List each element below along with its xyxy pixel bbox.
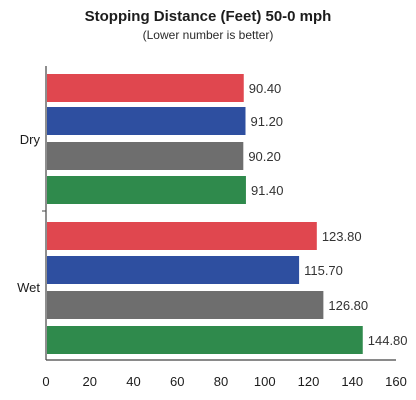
value-label: 90.20: [248, 149, 281, 164]
x-tick-label: 160: [385, 374, 407, 389]
x-tick-label: 60: [170, 374, 184, 389]
bar-dry-2: [47, 142, 244, 170]
value-label: 123.80: [322, 229, 362, 244]
x-tick-label: 80: [214, 374, 228, 389]
x-tick-label: 140: [341, 374, 363, 389]
category-label-dry: Dry: [20, 132, 41, 147]
bar-dry-0: [47, 74, 244, 102]
value-label: 144.80: [368, 333, 408, 348]
x-tick-label: 40: [126, 374, 140, 389]
value-label: 126.80: [328, 298, 368, 313]
value-label: 91.20: [251, 114, 284, 129]
x-tick-label: 120: [298, 374, 320, 389]
chart-title: Stopping Distance (Feet) 50-0 mph: [84, 8, 332, 25]
chart-subtitle: (Lower number is better): [142, 28, 274, 42]
bar-dry-3: [47, 176, 246, 204]
bar-wet-7: [47, 326, 363, 354]
category-labels: Dry Wet: [17, 132, 40, 295]
x-axis-ticks: 0 20 40 60 80 100 120 140 160: [42, 374, 406, 389]
x-tick-label: 0: [42, 374, 49, 389]
category-label-wet: Wet: [17, 280, 40, 295]
value-labels: 90.40 91.20 90.20 91.40 123.80 115.70 126.80 14…: [248, 81, 407, 348]
x-tick-label: 20: [83, 374, 97, 389]
value-label: 90.40: [249, 81, 282, 96]
bar-wet-4: [47, 222, 317, 250]
axes: [42, 66, 396, 361]
x-tick-label: 100: [254, 374, 276, 389]
value-label: 91.40: [251, 183, 284, 198]
bar-wet-6: [47, 291, 324, 319]
value-label: 115.70: [304, 263, 343, 278]
bars: [47, 74, 363, 354]
bar-wet-5: [47, 256, 300, 284]
bar-dry-1: [47, 107, 246, 135]
